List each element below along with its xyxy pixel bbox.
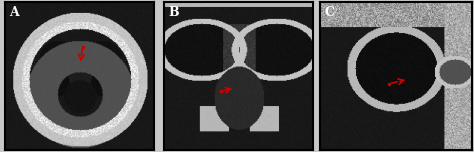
Text: A: A [9, 6, 19, 19]
Text: C: C [325, 6, 335, 19]
Text: B: B [168, 6, 179, 19]
